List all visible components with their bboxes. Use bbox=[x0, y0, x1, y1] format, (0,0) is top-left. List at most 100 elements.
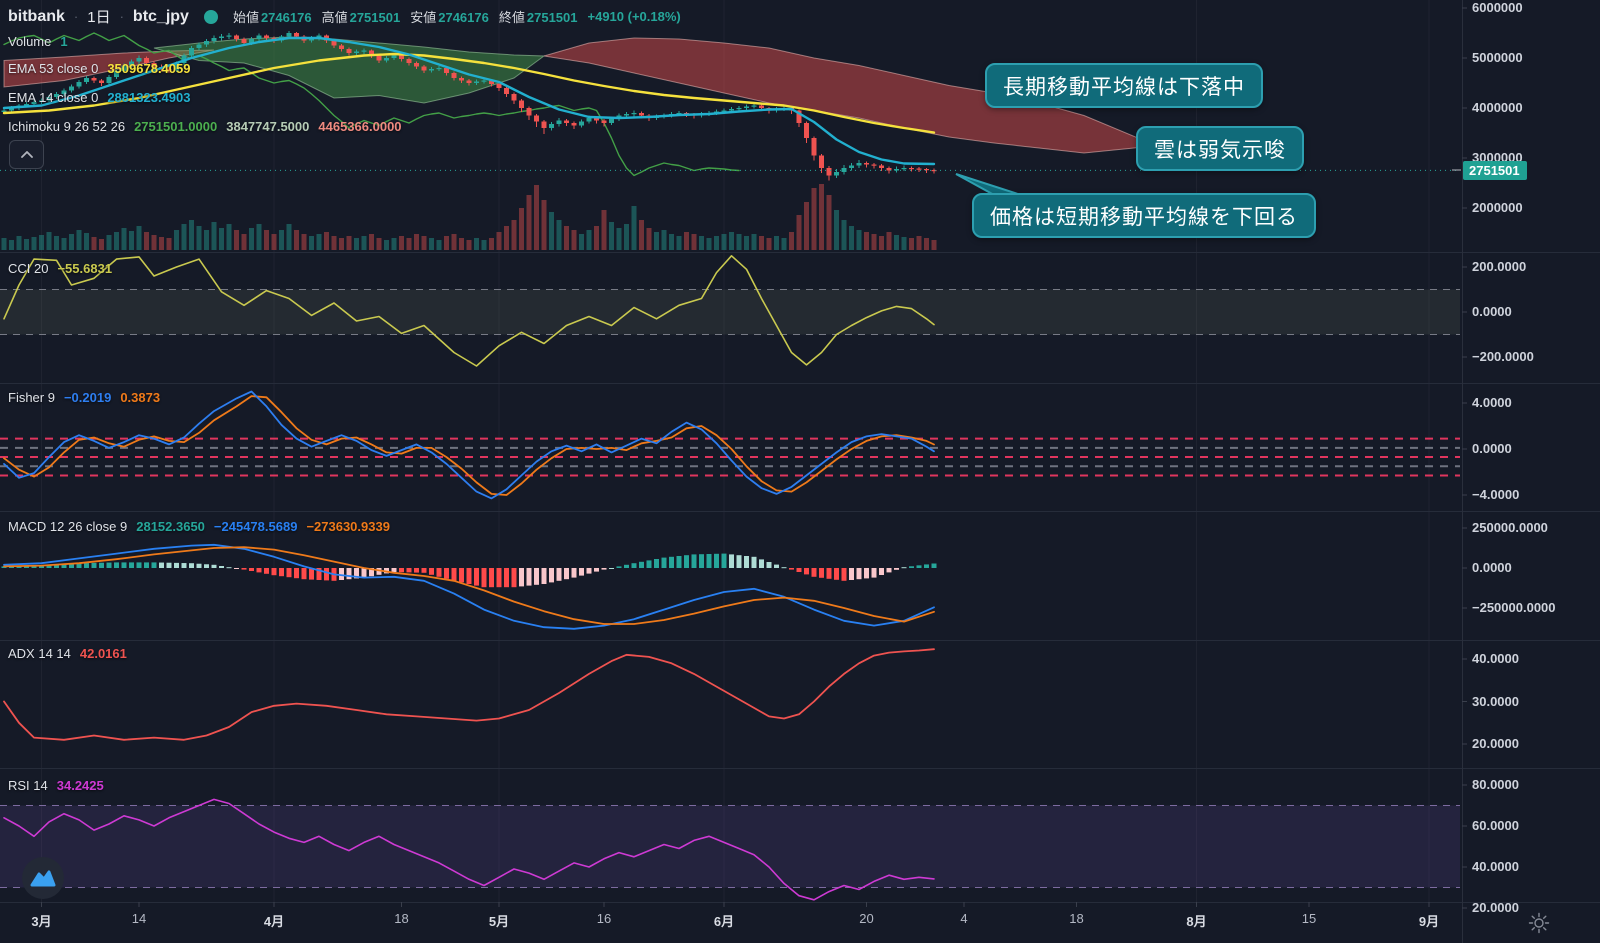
candle-body bbox=[871, 164, 877, 166]
symbol-name[interactable]: btc_jpy bbox=[132, 7, 189, 25]
volume-bar bbox=[759, 236, 764, 250]
candle-body bbox=[189, 48, 194, 56]
legend-fisher[interactable]: Fisher 9 −0.2019 0.3873 bbox=[8, 390, 160, 405]
volume-bar bbox=[654, 232, 659, 250]
candle-body bbox=[586, 118, 592, 122]
macd-histogram-bar bbox=[759, 559, 764, 568]
ema53-value: 3509678.4059 bbox=[107, 61, 191, 76]
legend-ema14[interactable]: EMA 14 close 0 2881323.4903 bbox=[8, 90, 190, 105]
callout-long-term-ma[interactable]: 長期移動平均線は下落中 bbox=[985, 63, 1263, 108]
volume-bar bbox=[556, 220, 562, 250]
open-label: 始値 bbox=[232, 10, 259, 25]
legend-macd[interactable]: MACD 12 26 close 9 28152.3650 −245478.56… bbox=[8, 519, 390, 534]
volume-bar bbox=[774, 236, 779, 250]
volume-bar bbox=[76, 230, 82, 250]
collapse-indicators-button[interactable] bbox=[9, 140, 44, 169]
macd-histogram-bar bbox=[219, 566, 224, 568]
candle-body bbox=[31, 102, 37, 104]
exchange-name[interactable]: bitbank bbox=[8, 7, 65, 25]
theme-toggle-sun-icon[interactable] bbox=[1528, 912, 1550, 939]
ichimoku-value-1: 2751501.0000 bbox=[134, 119, 218, 134]
time-axis-label: 18 bbox=[1069, 911, 1084, 926]
macd-histogram-bar bbox=[346, 568, 352, 580]
fisher-line bbox=[3, 390, 935, 500]
candle-body bbox=[264, 35, 269, 38]
candle-body bbox=[736, 108, 742, 110]
volume-bar bbox=[309, 236, 314, 250]
macd-histogram-bar bbox=[474, 568, 479, 586]
volume-value: 1 bbox=[60, 34, 68, 49]
legend-volume[interactable]: Volume 1 bbox=[8, 34, 68, 49]
fisher-trigger-line bbox=[3, 395, 935, 496]
time-scale[interactable]: 3月 14 4月 18 5月 16 6月 20 4 18 8月 15 9月 bbox=[0, 902, 1600, 943]
volume-bar bbox=[886, 232, 892, 250]
macd-histogram-bar bbox=[166, 562, 172, 568]
volume-bar bbox=[174, 230, 179, 250]
adx-scale-label: 30.0000 bbox=[1472, 693, 1519, 709]
macd-histogram-bar bbox=[294, 568, 299, 579]
candle-body bbox=[144, 58, 149, 63]
candle-body bbox=[249, 39, 254, 43]
volume-bar bbox=[631, 206, 637, 250]
candle-body bbox=[286, 33, 292, 37]
legend-cci[interactable]: CCI 20 −55.6831 bbox=[8, 261, 112, 276]
volume-bar bbox=[766, 238, 772, 250]
candle-body bbox=[916, 168, 922, 170]
price-scale-label: 6000000 bbox=[1472, 0, 1523, 15]
candle-body bbox=[609, 119, 614, 123]
rsi-value: 34.2425 bbox=[56, 778, 104, 793]
macd-histogram-bar bbox=[504, 568, 509, 588]
volume-bar bbox=[736, 234, 742, 250]
callout-price-below-ma[interactable]: 価格は短期移動平均線を下回る bbox=[972, 193, 1316, 238]
candle-body bbox=[346, 49, 352, 53]
macd-histogram-bar bbox=[871, 568, 877, 578]
volume-bar bbox=[804, 202, 809, 250]
interval-selector[interactable]: 1日 bbox=[87, 9, 111, 26]
macd-histogram-bar bbox=[729, 554, 734, 568]
tradingview-logo[interactable] bbox=[22, 857, 64, 899]
legend-ema53[interactable]: EMA 53 close 0 3509678.4059 bbox=[8, 61, 190, 76]
adx-value: 42.0161 bbox=[79, 646, 127, 661]
volume-bar bbox=[616, 228, 622, 250]
legend-adx[interactable]: ADX 14 14 42.0161 bbox=[8, 646, 127, 661]
cci-band bbox=[0, 289, 1460, 335]
volume-bar bbox=[639, 220, 644, 250]
volume-bar bbox=[211, 222, 217, 250]
candle-body bbox=[639, 113, 644, 116]
candle-body bbox=[564, 120, 569, 123]
volume-bar bbox=[24, 239, 29, 250]
macd-histogram-bar bbox=[196, 563, 202, 568]
price-scale-column[interactable]: 6000000 5000000 4000000 3000000 2000000 200.0… bbox=[1462, 0, 1600, 943]
macd-histogram-bar bbox=[16, 566, 22, 568]
legend-rsi[interactable]: RSI 14 34.2425 bbox=[8, 778, 104, 793]
macd-histogram-bar bbox=[744, 556, 749, 568]
candle-body bbox=[204, 41, 209, 45]
macd-histogram-bar bbox=[841, 568, 847, 581]
macd-histogram-bar bbox=[406, 568, 412, 573]
volume-bar bbox=[1, 238, 7, 250]
volume-bar bbox=[909, 238, 914, 250]
macd-histogram-bar bbox=[856, 568, 862, 580]
candle-body bbox=[901, 168, 907, 170]
adx-label: ADX 14 14 bbox=[8, 646, 71, 661]
macd-histogram-bar bbox=[369, 568, 374, 577]
macd-histogram-bar bbox=[534, 568, 539, 585]
macd-histogram-bar bbox=[136, 562, 142, 568]
macd-histogram-bar bbox=[451, 568, 457, 581]
macd-value-2: −245478.5689 bbox=[213, 519, 298, 534]
candle-body bbox=[504, 88, 509, 94]
volume-bar bbox=[661, 230, 667, 250]
low-label: 安値 bbox=[410, 10, 437, 25]
macd-histogram-bar bbox=[526, 568, 532, 586]
ema14-label: EMA 14 close 0 bbox=[8, 90, 99, 105]
legend-ichimoku[interactable]: Ichimoku 9 26 52 26 2751501.0000 3847747… bbox=[8, 119, 402, 134]
volume-bar bbox=[9, 240, 14, 250]
callout-cloud-bearish[interactable]: 雲は弱気示唆 bbox=[1136, 126, 1304, 171]
candle-body bbox=[99, 80, 104, 83]
macd-histogram-bar bbox=[736, 555, 742, 568]
macd-histogram-bar bbox=[519, 568, 524, 587]
candle-body bbox=[549, 124, 554, 128]
volume-bar bbox=[534, 185, 539, 250]
candle-body bbox=[331, 40, 337, 46]
